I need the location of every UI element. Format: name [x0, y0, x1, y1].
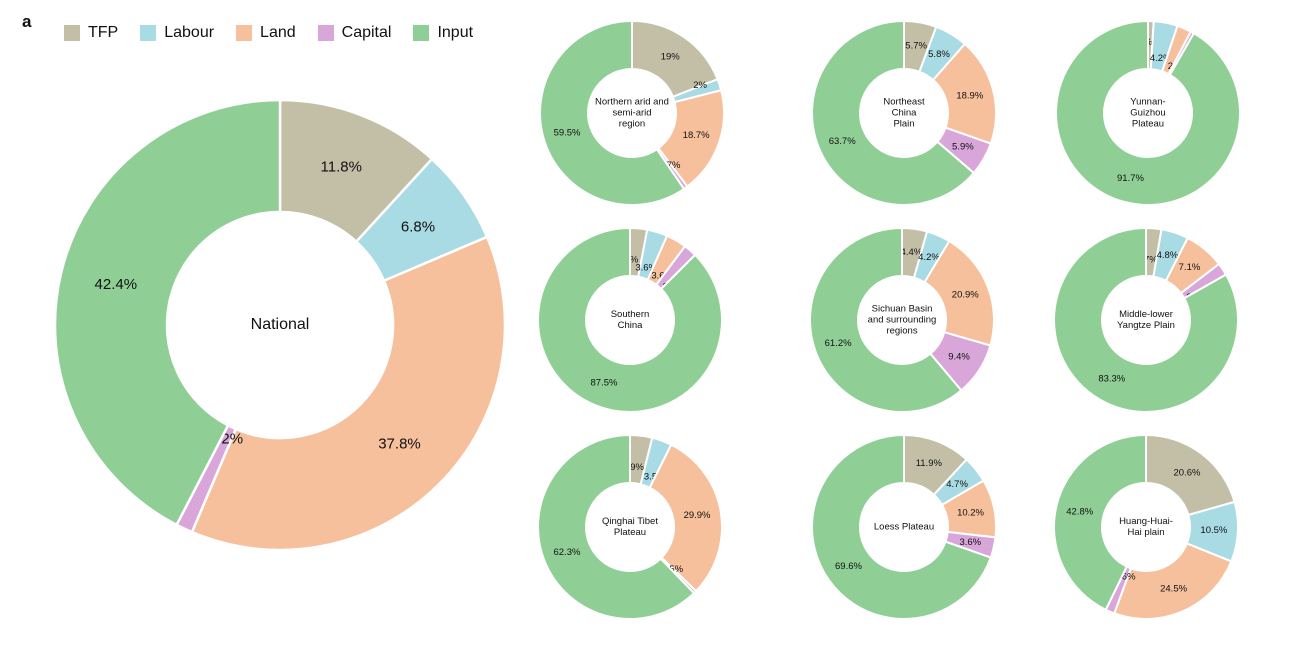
slice-input	[53, 98, 282, 527]
slice-label: 3%	[625, 255, 639, 266]
legend-label-tfp: TFP	[88, 24, 119, 41]
chart-title: Middle-lower Yangtze Plain	[1117, 309, 1175, 331]
donut-chart-2: 5.7%5.8% 18.9% 5.9% 63.7% Northeast China Plai…	[811, 19, 997, 206]
donut-chart-1: 19% 2% 18.7% 0.7% 59.5% Northern arid and semi…	[539, 19, 725, 206]
slice-label: 5.9%	[952, 142, 974, 153]
legend-item-tfp: TFP	[64, 24, 118, 42]
chart-title: Northern arid and semi-arid region	[595, 97, 669, 130]
legend-label-capital: Capital	[341, 24, 392, 41]
slice-label: 42.8%	[1066, 506, 1093, 517]
slice-input	[811, 19, 976, 206]
slice-label: 61.2%	[825, 338, 852, 349]
donut-chart-9: 20.6% 10.5% 24.5% 1.6% 42.8% Huang-Huai-Hai p…	[1053, 433, 1239, 620]
slice-input	[1053, 433, 1147, 612]
legend-item-input: Input	[413, 24, 473, 42]
slice-land	[190, 235, 507, 552]
slice-label: 87.5%	[591, 377, 618, 388]
slice-land	[1113, 542, 1233, 620]
slice-label: 3.9%	[622, 462, 644, 473]
chart-title: Southern China	[611, 309, 650, 331]
slice-label: 11.9%	[916, 458, 943, 469]
donut-chart-0: 11.8%6.8%37.8%1.2%42.4%National	[53, 98, 507, 552]
donut-chart-5: 4.4%4.2% 20.9% 9.4% 61.2% Sichuan Basin and s…	[809, 226, 995, 413]
slice-label: 1.6%	[1114, 572, 1136, 583]
slice-label: 37.8%	[378, 435, 421, 452]
slice-label: 6.8%	[401, 218, 435, 235]
slice-label: 4.2%	[918, 252, 940, 263]
slice-label: 62.3%	[553, 547, 580, 558]
slice-label: 10.5%	[1200, 525, 1227, 536]
legend-item-labour: Labour	[140, 24, 214, 42]
slice-label: 0.5%	[661, 564, 683, 575]
slice-input	[809, 226, 963, 413]
chart-title: Northeast China Plain	[883, 97, 925, 130]
slice-label: 10.2%	[957, 508, 984, 519]
slice-label: 20.6%	[1174, 467, 1201, 478]
slice-label: 4.7%	[946, 479, 968, 490]
slice-land	[923, 239, 995, 347]
slice-label: 4.8%	[1157, 250, 1179, 261]
slice-label: 4.4%	[901, 247, 923, 258]
legend-item-land: Land	[236, 24, 296, 42]
slice-label: 19%	[661, 51, 681, 62]
legend-swatch-labour	[140, 25, 157, 41]
slice-label: 2%	[693, 80, 707, 91]
donut-chart-6: 2.7%4.8%7.1%2.2%83.3%Middle-lowerYangtze…	[1053, 226, 1239, 413]
legend-swatch-tfp	[64, 25, 80, 41]
slice-label: 42.4%	[95, 276, 138, 293]
slice-label: 18.9%	[956, 90, 983, 101]
legend-swatch-input	[413, 25, 430, 41]
slice-label: 63.7%	[829, 136, 856, 147]
slice-label: 3.6%	[959, 537, 981, 548]
legend-swatch-capital	[317, 25, 334, 41]
chart-title: Qinghai Tibet Plateau	[602, 516, 658, 538]
slice-label: 0.7%	[659, 160, 681, 171]
chart-title: Loess Plateau	[874, 522, 934, 533]
slice-label: 91.7%	[1117, 173, 1144, 184]
legend-label-land: Land	[260, 24, 296, 41]
legend-item-capital: Capital	[317, 24, 392, 42]
slice-label: 5.7%	[905, 41, 927, 52]
slice-input	[1055, 19, 1241, 206]
slice-label: 5.8%	[928, 49, 950, 60]
slice-label: 3.6%	[635, 263, 657, 274]
panel-label: a	[22, 12, 32, 31]
slice-label: 2.7%	[1136, 255, 1158, 266]
slice-label: 59.5%	[554, 128, 581, 139]
slice-label: 18.7%	[683, 130, 710, 141]
slice-input	[537, 226, 723, 413]
slice-label: 7.1%	[1179, 262, 1201, 273]
slice-input	[811, 433, 993, 620]
legend-label-labour: Labour	[164, 24, 215, 41]
legend-swatch-land	[236, 25, 253, 41]
legend: TFP Labour Land Capital Input	[64, 24, 473, 42]
slice-label: 4.2%	[1150, 53, 1172, 64]
slice-input	[539, 19, 686, 206]
slice-label: 69.6%	[835, 561, 862, 572]
donut-chart-7: 3.9%3.5%29.9%0.5%62.3%Qinghai TibetPlate…	[537, 433, 723, 620]
legend-label-input: Input	[437, 24, 474, 41]
slice-input	[1053, 226, 1239, 413]
slice-label: 24.5%	[1160, 584, 1187, 595]
slice-label: 29.9%	[684, 510, 711, 521]
slice-label: 11.8%	[321, 158, 362, 175]
slice-input	[537, 433, 696, 620]
slice-label: 9.4%	[948, 352, 970, 363]
slice-label: 83.3%	[1098, 373, 1125, 384]
chart-title: Yunnan-Guizhou Plateau	[1130, 97, 1165, 130]
donut-chart-8: 11.9%4.7% 10.2% 3.6% 69.6% Loess Plateau	[811, 433, 997, 620]
chart-title: Sichuan Basin and surrounding regions	[868, 304, 937, 337]
slice-land	[648, 443, 723, 593]
chart-title: National	[251, 316, 310, 333]
chart-title: Huang-Huai-Hai plain	[1119, 516, 1173, 538]
slice-label: 20.9%	[952, 290, 979, 301]
